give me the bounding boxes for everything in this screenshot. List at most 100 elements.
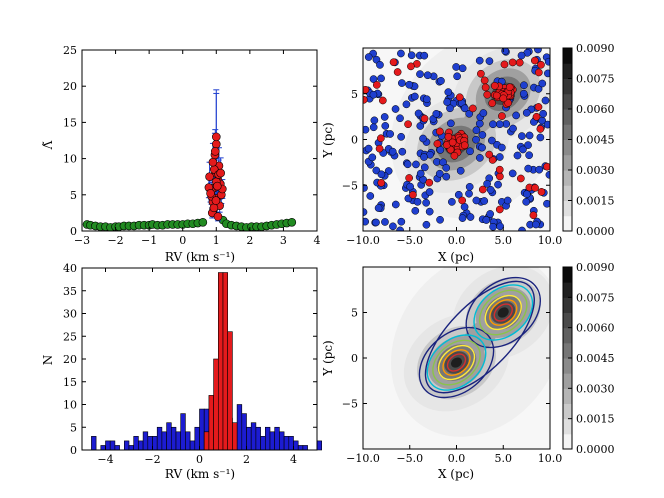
colorbar-band (563, 282, 572, 298)
blue-point (482, 216, 491, 224)
blue-point (478, 131, 487, 139)
blue-point (460, 203, 469, 211)
xy-scatter-panel: −10.0 −5.0 0.0 5.0 10.0 −5 0 5 X (pc) Y (pc) 0.… (321, 42, 615, 264)
x-tick-label: −10.0 (346, 234, 380, 247)
colorbar-tick-label: 0.0015 (576, 195, 615, 208)
histogram-bar-blue (269, 431, 275, 451)
contour-line (493, 303, 513, 322)
blue-point (472, 126, 481, 135)
blue-point (442, 172, 451, 181)
red-point (532, 112, 541, 121)
histogram-bar-red (213, 358, 219, 451)
blue-point (436, 215, 444, 224)
blue-point (453, 72, 461, 81)
blue-point (534, 48, 542, 54)
cluster-member-point (505, 83, 514, 92)
red-point (389, 58, 398, 67)
blue-point (534, 85, 543, 93)
y-tick-label: 20 (63, 353, 77, 366)
histogram-bar-red (203, 431, 210, 451)
histogram-bar-blue (255, 426, 261, 451)
x-tick-label: −1 (141, 234, 157, 247)
blue-point (369, 75, 378, 83)
red-point (516, 174, 525, 183)
cluster-member-point (450, 151, 459, 160)
red-point (404, 120, 412, 129)
histogram-bar-red (208, 395, 214, 451)
blue-point (402, 100, 411, 109)
y-tick-label: 0 (70, 225, 77, 238)
histogram-bar-blue (109, 440, 116, 451)
colorbar-tick-label: 0.0045 (576, 352, 615, 365)
density-level-a (451, 357, 462, 368)
histogram-bar-red (227, 331, 233, 451)
red-point (208, 157, 218, 167)
histogram-bar-blue (161, 431, 167, 451)
blue-point (397, 49, 405, 58)
cluster-member-point (492, 91, 501, 100)
blue-point (406, 182, 414, 191)
x-tick-label: 2 (243, 453, 250, 466)
xy-scatter-ylabel: Y (pc) (321, 122, 335, 159)
blue-point (487, 136, 496, 145)
cluster-member-point (444, 132, 453, 141)
blue-point (376, 61, 384, 69)
blue-point (489, 120, 497, 129)
histogram-bar-blue (175, 431, 181, 451)
colorbar-band (563, 418, 572, 435)
histogram-bar-blue (171, 426, 177, 451)
blue-point (369, 123, 378, 132)
blue-point (483, 179, 491, 188)
x-tick-label: 0 (196, 453, 203, 466)
blue-point (498, 143, 506, 152)
colorbar-band (563, 93, 572, 110)
colorbar-band (563, 267, 572, 283)
blue-point (466, 147, 474, 156)
colorbar-tick-label: 0.0090 (576, 42, 615, 55)
blue-point (442, 164, 451, 172)
blue-point (518, 132, 526, 140)
blue-point (398, 79, 406, 87)
red-point (393, 68, 402, 76)
blue-point (519, 145, 527, 154)
blue-point (475, 119, 484, 128)
red-point (216, 168, 225, 178)
xy-scatter-ticks: −10.0 −5.0 0.0 5.0 10.0 −5 0 5 (342, 48, 562, 247)
x-tick-label: −5.0 (396, 234, 423, 247)
red-point (537, 188, 546, 196)
xy-scatter-colorbar: 0.0000 0.0015 0.0030 0.0045 0.0060 0.0075 0.00… (562, 42, 615, 238)
histogram-bar-blue (194, 426, 200, 451)
blue-point (377, 170, 386, 179)
cluster-member-point (490, 81, 499, 90)
histogram-bar-blue (279, 431, 285, 451)
blue-point (523, 190, 531, 198)
blue-point (413, 197, 422, 206)
x-tick-label: −3 (74, 234, 90, 247)
blue-point (502, 120, 511, 128)
blue-point (522, 197, 531, 206)
x-tick-label: 10.0 (538, 234, 563, 247)
histogram-bar-blue (283, 436, 290, 451)
histogram-bar-red (218, 272, 224, 451)
blue-point (370, 116, 379, 125)
x-tick-label: 0.0 (448, 234, 466, 247)
blue-point (465, 182, 474, 191)
blue-point (509, 124, 517, 133)
histogram-bar-red (222, 272, 228, 451)
colorbar-tick-label: 0.0000 (576, 443, 615, 456)
red-point (409, 190, 417, 199)
colorbar-band (563, 358, 572, 374)
cluster-member-point (504, 99, 512, 107)
colorbar-band (563, 48, 572, 64)
colorbar-band (563, 433, 572, 450)
red-point (478, 185, 487, 194)
red-point (536, 125, 545, 133)
xy-density-xlabel: X (pc) (438, 467, 474, 481)
y-tick-label: 20 (63, 80, 77, 93)
contour-line (478, 289, 528, 336)
blue-point (538, 79, 547, 88)
histogram-bar-blue (91, 436, 97, 451)
blue-point (389, 222, 397, 231)
colorbar-tick-label: 0.0030 (576, 382, 615, 395)
blue-point (544, 69, 550, 78)
